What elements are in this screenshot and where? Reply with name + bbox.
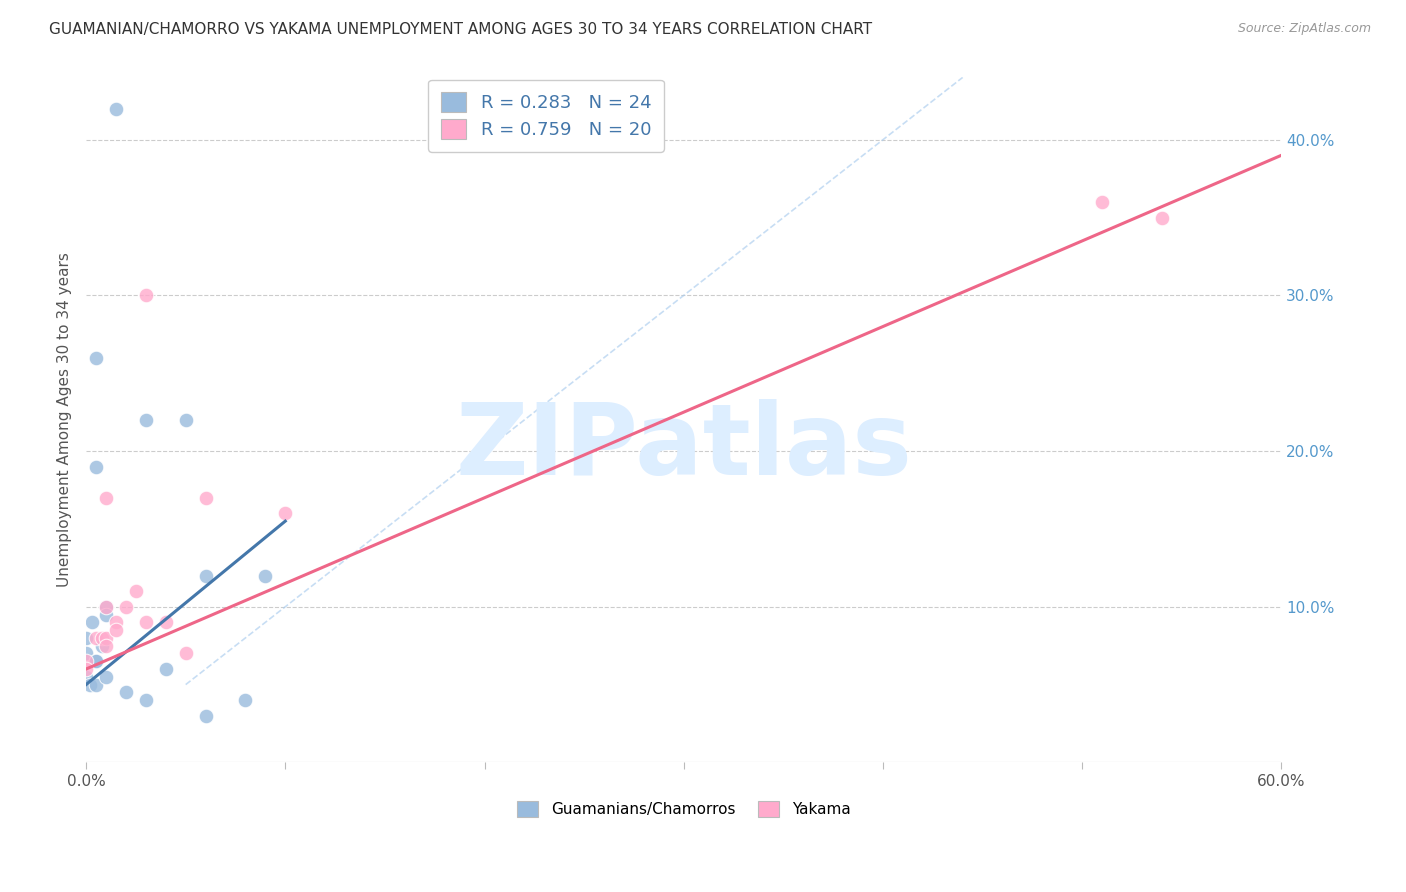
Point <box>125 584 148 599</box>
Point <box>194 708 217 723</box>
Point <box>94 670 117 684</box>
Point <box>155 615 177 630</box>
Point <box>94 607 117 622</box>
Point <box>174 413 197 427</box>
Point <box>104 102 127 116</box>
Point <box>1150 211 1173 225</box>
Point <box>194 568 217 582</box>
Text: Source: ZipAtlas.com: Source: ZipAtlas.com <box>1237 22 1371 36</box>
Point <box>94 631 117 645</box>
Point <box>135 413 157 427</box>
Legend: Guamanians/Chamorros, Yakama: Guamanians/Chamorros, Yakama <box>510 795 856 823</box>
Point <box>91 631 114 645</box>
Point <box>84 677 107 691</box>
Point <box>84 654 107 668</box>
Point <box>254 568 277 582</box>
Text: ZIPatlas: ZIPatlas <box>456 399 912 496</box>
Point <box>115 599 138 614</box>
Point <box>274 506 297 520</box>
Point <box>94 639 117 653</box>
Point <box>75 662 97 676</box>
Point <box>84 351 107 365</box>
Point <box>104 615 127 630</box>
Point <box>115 685 138 699</box>
Point <box>91 639 114 653</box>
Point <box>104 623 127 637</box>
Point <box>135 615 157 630</box>
Point <box>84 631 107 645</box>
Point <box>155 662 177 676</box>
Point <box>135 288 157 302</box>
Point <box>235 693 257 707</box>
Point <box>174 647 197 661</box>
Point <box>94 491 117 505</box>
Point <box>194 491 217 505</box>
Point <box>94 599 117 614</box>
Point <box>75 670 97 684</box>
Point <box>75 654 97 668</box>
Y-axis label: Unemployment Among Ages 30 to 34 years: Unemployment Among Ages 30 to 34 years <box>58 252 72 587</box>
Point <box>94 599 117 614</box>
Point <box>84 459 107 474</box>
Point <box>135 693 157 707</box>
Point <box>75 647 97 661</box>
Point <box>79 677 101 691</box>
Point <box>84 654 107 668</box>
Point <box>1091 194 1114 209</box>
Text: GUAMANIAN/CHAMORRO VS YAKAMA UNEMPLOYMENT AMONG AGES 30 TO 34 YEARS CORRELATION : GUAMANIAN/CHAMORRO VS YAKAMA UNEMPLOYMEN… <box>49 22 872 37</box>
Point <box>75 631 97 645</box>
Point <box>80 615 103 630</box>
